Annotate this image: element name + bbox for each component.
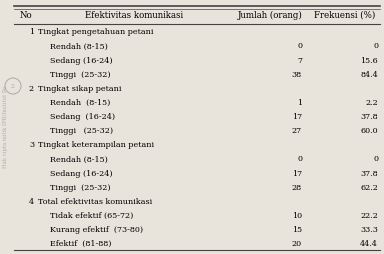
Text: Tinggi  (25-32): Tinggi (25-32) <box>50 70 111 78</box>
Text: Efektivitas komunikasi: Efektivitas komunikasi <box>85 10 183 19</box>
Text: Sedang  (16-24): Sedang (16-24) <box>50 113 115 121</box>
Text: 1: 1 <box>297 99 302 106</box>
Text: 10: 10 <box>292 211 302 219</box>
Text: 0: 0 <box>373 42 378 50</box>
Text: 0: 0 <box>297 42 302 50</box>
Text: 2: 2 <box>11 84 15 89</box>
Text: 20: 20 <box>292 239 302 247</box>
Text: 27: 27 <box>292 127 302 135</box>
Text: Total efektivitas komunikasi: Total efektivitas komunikasi <box>38 197 152 205</box>
Text: Kurang efektif  (73-80): Kurang efektif (73-80) <box>50 225 143 233</box>
Text: 15: 15 <box>292 225 302 233</box>
Text: Tinggi   (25-32): Tinggi (25-32) <box>50 127 113 135</box>
Text: 62.2: 62.2 <box>360 183 378 191</box>
Text: 3: 3 <box>29 141 34 149</box>
Text: Tidak efektif (65-72): Tidak efektif (65-72) <box>50 211 133 219</box>
Text: Rendah  (8-15): Rendah (8-15) <box>50 99 110 106</box>
Text: 2: 2 <box>29 85 34 92</box>
Text: 0: 0 <box>297 155 302 163</box>
Text: Tingkat pengetahuan petani: Tingkat pengetahuan petani <box>38 28 154 36</box>
Text: Tingkat keterampilan petani: Tingkat keterampilan petani <box>38 141 154 149</box>
Text: Tinggi  (25-32): Tinggi (25-32) <box>50 183 111 191</box>
Text: 37.8: 37.8 <box>360 113 378 121</box>
Text: 44.4: 44.4 <box>360 239 378 247</box>
Text: 28: 28 <box>292 183 302 191</box>
Text: Tingkat sikap petani: Tingkat sikap petani <box>38 85 121 92</box>
Text: 0: 0 <box>373 155 378 163</box>
Text: 4: 4 <box>29 197 34 205</box>
Text: 15.6: 15.6 <box>360 56 378 64</box>
Text: No: No <box>20 10 32 19</box>
Text: Rendah (8-15): Rendah (8-15) <box>50 42 108 50</box>
Text: Hak cipta milik IPB/Institut Pe: Hak cipta milik IPB/Institut Pe <box>3 86 8 167</box>
Text: Jumlah (orang): Jumlah (orang) <box>238 10 303 20</box>
Text: 17: 17 <box>292 113 302 121</box>
Text: Sedang (16-24): Sedang (16-24) <box>50 56 113 64</box>
Text: Efektif  (81-88): Efektif (81-88) <box>50 239 111 247</box>
Text: 17: 17 <box>292 169 302 177</box>
Text: 33.3: 33.3 <box>360 225 378 233</box>
Text: 2.2: 2.2 <box>365 99 378 106</box>
Text: 1: 1 <box>29 28 34 36</box>
Text: 37.8: 37.8 <box>360 169 378 177</box>
Text: 60.0: 60.0 <box>360 127 378 135</box>
Text: 7: 7 <box>297 56 302 64</box>
Text: Rendah (8-15): Rendah (8-15) <box>50 155 108 163</box>
Text: Frekuensi (%): Frekuensi (%) <box>314 10 376 19</box>
Text: Sedang (16-24): Sedang (16-24) <box>50 169 113 177</box>
Text: 38: 38 <box>292 70 302 78</box>
Text: 84.4: 84.4 <box>360 70 378 78</box>
Text: 22.2: 22.2 <box>360 211 378 219</box>
